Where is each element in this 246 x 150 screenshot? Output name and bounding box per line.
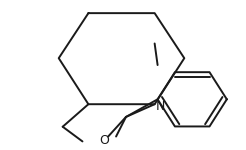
Text: N: N (156, 100, 165, 113)
Text: O: O (99, 134, 109, 147)
